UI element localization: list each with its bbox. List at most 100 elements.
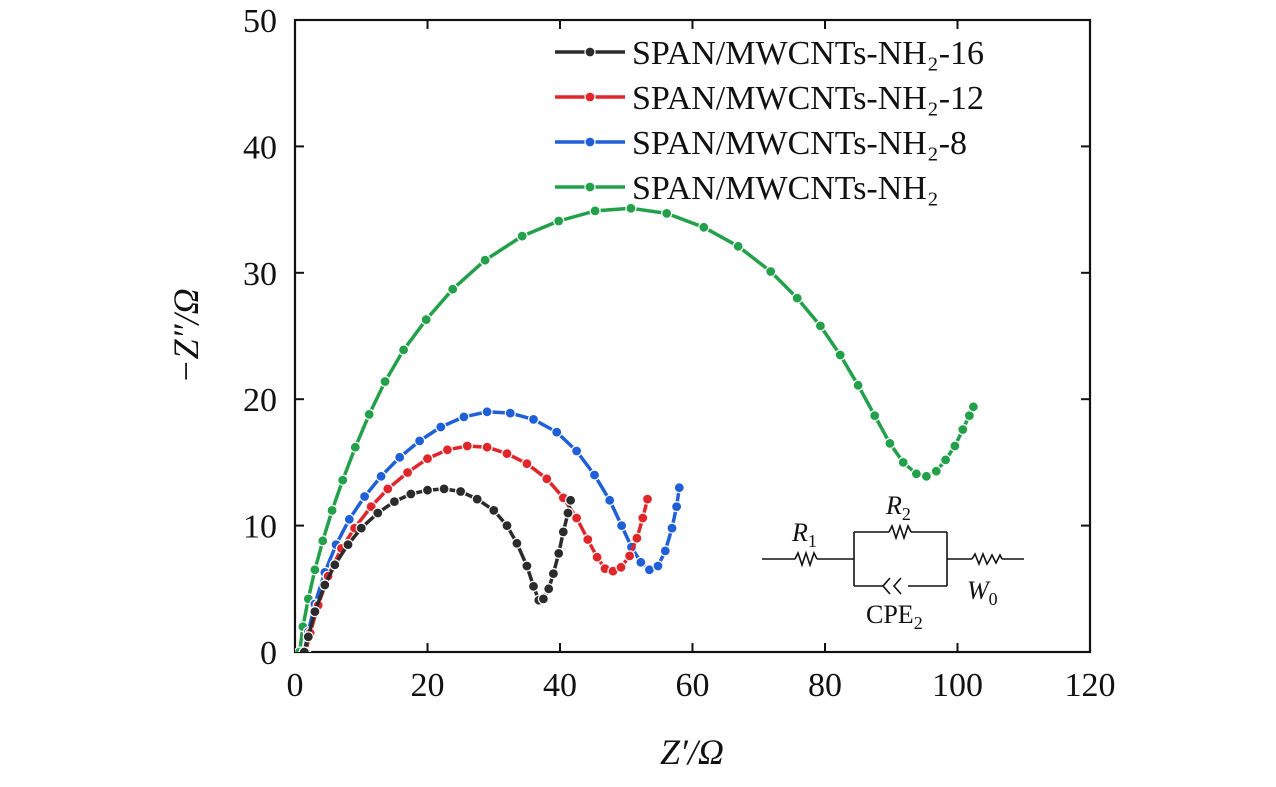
data-point [670, 501, 683, 513]
data-point [661, 207, 673, 219]
y-tick-label: 0 [260, 635, 277, 672]
legend-swatch-marker [584, 181, 596, 193]
warburg-element [971, 551, 1003, 567]
data-point [564, 494, 577, 506]
data-point [659, 545, 671, 557]
series-2 [298, 406, 685, 652]
data-point [698, 221, 710, 233]
data-point [635, 556, 647, 568]
x-tick-label: 120 [1065, 667, 1116, 704]
data-point [504, 407, 516, 419]
data-point [302, 631, 314, 643]
y-tick-label: 30 [243, 256, 277, 293]
data-point [930, 465, 942, 477]
axis-tick-labels: 0 20 40 60 80 100 120 0 10 20 30 40 50 [243, 3, 1116, 704]
data-point [604, 494, 616, 506]
data-point [481, 441, 493, 453]
data-point [488, 504, 500, 516]
data-point [481, 406, 493, 418]
x-tick-label: 80 [808, 667, 842, 704]
data-point [910, 468, 923, 480]
data-point [623, 550, 636, 562]
data-point [414, 435, 426, 447]
data-point [814, 320, 827, 332]
legend-item: SPAN/MWCNTs-NH₂ [555, 170, 939, 207]
data-point [420, 314, 432, 326]
legend-item: SPAN/MWCNTs-NH₂-8 [555, 125, 967, 162]
data-point [382, 483, 394, 495]
data-point [329, 559, 341, 571]
data-point [562, 507, 574, 519]
y-tick-label: 10 [243, 509, 277, 546]
data-point [394, 451, 406, 463]
data-point [541, 473, 553, 485]
data-point [435, 421, 447, 433]
y-tick-label: 20 [243, 382, 277, 419]
data-point [852, 379, 864, 391]
data-point [521, 458, 533, 470]
data-point [920, 470, 933, 482]
data-point [359, 490, 371, 503]
x-tick-label: 20 [411, 667, 445, 704]
data-point [543, 583, 555, 595]
legend-swatch-marker [584, 91, 596, 103]
data-point [553, 215, 565, 227]
data-point [949, 440, 961, 452]
data-point [349, 441, 361, 453]
data-point [897, 456, 909, 468]
data-point [537, 593, 550, 605]
series-line [302, 487, 573, 652]
data-point [337, 474, 349, 486]
data-point [438, 483, 450, 495]
x-axis-label: Z′/Ω [660, 732, 724, 772]
data-point [388, 496, 400, 508]
data-point [372, 507, 384, 519]
data-point [765, 265, 777, 278]
data-point [615, 561, 627, 573]
data-point [591, 551, 603, 563]
data-point [405, 488, 417, 500]
y-axis-label: −Z″/Ω [166, 288, 206, 383]
data-point [967, 401, 980, 413]
data-point [884, 437, 896, 449]
data-point [309, 564, 321, 576]
legend: SPAN/MWCNTs-NH₂-16 SPAN/MWCNTs-NH₂-12 SPAN… [555, 35, 984, 207]
data-point [641, 493, 654, 505]
data-point [317, 535, 329, 547]
data-point [570, 512, 583, 524]
warburg-label: W0 [967, 576, 998, 609]
data-point [461, 440, 473, 452]
r2-label: R2 [885, 491, 911, 524]
legend-label: SPAN/MWCNTs-NH₂-8 [632, 125, 967, 162]
data-point [582, 533, 594, 546]
y-tick-label: 50 [243, 3, 277, 40]
data-point [455, 485, 467, 498]
data-point [625, 202, 637, 214]
y-tick-label: 40 [243, 129, 277, 166]
data-point [553, 547, 565, 560]
r1-resistor [794, 550, 818, 568]
data-point [570, 445, 583, 457]
data-point [547, 567, 560, 580]
data-point [501, 519, 513, 532]
data-point [637, 512, 649, 524]
data-point [527, 580, 540, 592]
data-point [551, 426, 563, 438]
data-point [527, 413, 540, 425]
legend-label: SPAN/MWCNTs-NH₂-12 [632, 80, 984, 117]
x-tick-label: 40 [543, 667, 577, 704]
data-point [479, 254, 491, 266]
data-point [441, 444, 453, 456]
cpe-element [881, 577, 902, 595]
data-point [402, 466, 414, 479]
r2-resistor [888, 523, 912, 541]
x-tick-label: 60 [676, 667, 710, 704]
data-point [557, 526, 569, 538]
data-point [326, 504, 338, 516]
data-point [309, 605, 321, 618]
cpe-label: CPE2 [866, 600, 923, 633]
data-point [834, 349, 846, 361]
data-point [516, 230, 528, 242]
data-point [501, 448, 513, 460]
